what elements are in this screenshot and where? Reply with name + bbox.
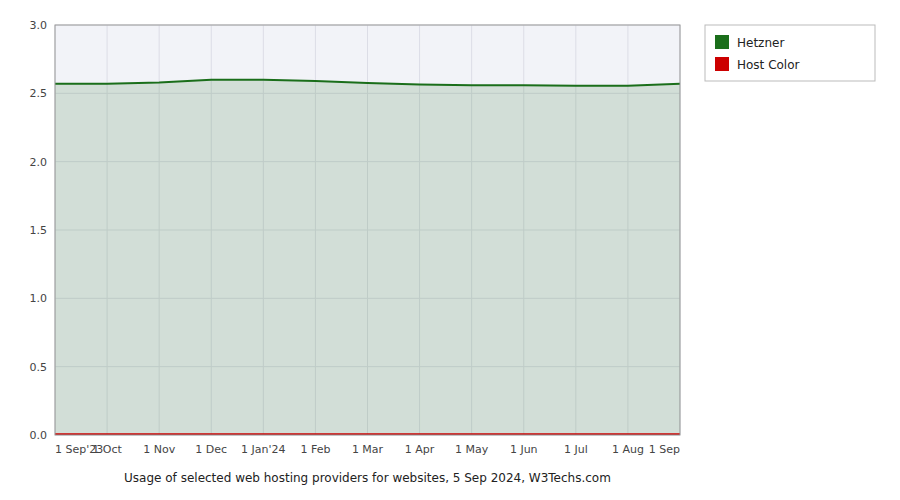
series-line xyxy=(55,80,680,86)
chart-svg: 0.00.51.01.52.02.53.01 Sep'231 Oct1 Nov1… xyxy=(0,0,900,500)
x-tick-label: 1 May xyxy=(455,443,489,456)
x-tick-label: 1 Jul xyxy=(564,443,588,456)
x-tick-label: 1 Jan'24 xyxy=(241,443,285,456)
x-tick-label: 1 Nov xyxy=(143,443,175,456)
data-area xyxy=(55,80,680,435)
y-tick-label: 1.5 xyxy=(30,224,48,237)
chart-container: 0.00.51.01.52.02.53.01 Sep'231 Oct1 Nov1… xyxy=(0,0,900,500)
y-tick-label: 0.5 xyxy=(30,361,48,374)
x-tick-label: 1 Jun xyxy=(510,443,538,456)
legend-box xyxy=(705,25,875,81)
legend-swatch xyxy=(715,57,729,71)
chart-title: Usage of selected web hosting providers … xyxy=(124,471,611,485)
legend-label: Hetzner xyxy=(737,36,784,50)
x-tick-label: 1 Aug xyxy=(612,443,644,456)
x-tick-label: 1 Feb xyxy=(300,443,330,456)
plot-frame xyxy=(55,25,680,435)
plot-background xyxy=(55,25,680,435)
y-tick-label: 3.0 xyxy=(30,19,48,32)
x-tick-label: 1 Oct xyxy=(92,443,122,456)
x-tick-label: 1 Apr xyxy=(405,443,435,456)
x-tick-label: 1 Dec xyxy=(195,443,227,456)
x-tick-label: 1 Mar xyxy=(352,443,384,456)
x-tick-label: 1 Sep xyxy=(649,443,680,456)
y-tick-label: 2.0 xyxy=(30,156,48,169)
legend-swatch xyxy=(715,35,729,49)
legend-label: Host Color xyxy=(737,58,800,72)
y-tick-label: 1.0 xyxy=(30,292,48,305)
grid xyxy=(55,25,680,435)
y-tick-label: 0.0 xyxy=(30,429,48,442)
series-area xyxy=(55,80,680,435)
legend: Hetzner Host Color xyxy=(705,25,875,81)
y-tick-label: 2.5 xyxy=(30,87,48,100)
